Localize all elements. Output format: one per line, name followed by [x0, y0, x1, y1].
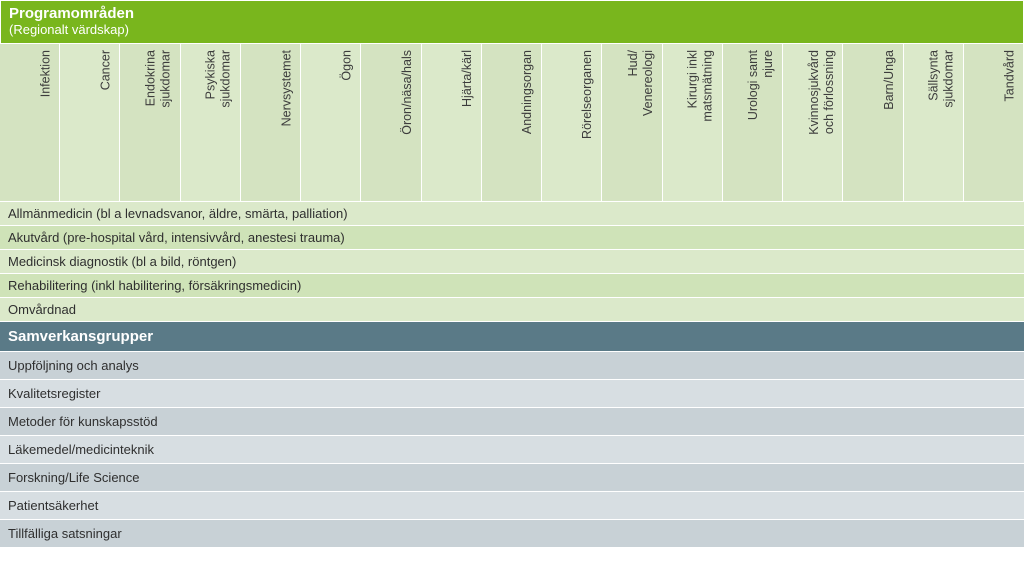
samverk-row: Kvalitetsregister	[0, 380, 1024, 408]
samverk-row: Metoder för kunskapsstöd	[0, 408, 1024, 436]
program-row: Omvårdnad	[0, 298, 1024, 322]
program-column: Nervsystemet	[241, 44, 301, 201]
program-row: Akutvård (pre-hospital vård, intensivvår…	[0, 226, 1024, 250]
samverk-row: Läkemedel/medicinteknik	[0, 436, 1024, 464]
program-subtitle: (Regionalt värdskap)	[9, 22, 1015, 37]
program-column: Sällsyntasjukdomar	[904, 44, 964, 201]
program-column: Andningsorgan	[482, 44, 542, 201]
program-column: Tandvård	[964, 44, 1024, 201]
column-label: Kvinnosjukvård	[806, 50, 820, 135]
column-label: njure	[761, 50, 776, 120]
samverk-rows: Uppföljning och analys Kvalitetsregister…	[0, 352, 1024, 548]
program-row: Medicinsk diagnostik (bl a bild, röntgen…	[0, 250, 1024, 274]
program-row: Rehabilitering (inkl habilitering, försä…	[0, 274, 1024, 298]
column-label: Hud/	[626, 50, 640, 76]
column-label: Urologi samt	[746, 50, 760, 120]
program-column: Urologi samtnjure	[723, 44, 783, 201]
column-label: Endokrina	[144, 50, 158, 106]
program-column: Hud/Venereologi	[602, 44, 662, 201]
diagram-root: Programområden (Regionalt värdskap) Infe…	[0, 0, 1024, 580]
column-label: sjukdomar	[159, 50, 174, 108]
column-label: Infektion	[38, 50, 52, 97]
column-label: Psykiska	[204, 50, 218, 99]
program-column: Psykiskasjukdomar	[181, 44, 241, 201]
column-label: Cancer	[98, 50, 112, 90]
column-label: Rörelseorganen	[580, 50, 594, 139]
column-label: Kirurgi inkl	[686, 50, 700, 108]
column-label: Öron/näsa/hals	[400, 50, 414, 135]
program-column: Kvinnosjukvårdoch förlossning	[783, 44, 843, 201]
column-label: Hjärta/kärl	[460, 50, 474, 107]
program-column: Endokrinasjukdomar	[120, 44, 180, 201]
column-label: Barn/Unga	[882, 50, 896, 110]
program-column: Rörelseorganen	[542, 44, 602, 201]
program-header: Programområden (Regionalt värdskap)	[0, 0, 1024, 44]
program-columns: Infektion Cancer Endokrinasjukdomar Psyk…	[0, 44, 1024, 202]
program-rows: Allmänmedicin (bl a levnadsvanor, äldre,…	[0, 202, 1024, 322]
program-column: Barn/Unga	[843, 44, 903, 201]
column-label: Ögon	[339, 50, 353, 81]
column-label: Sällsynta	[927, 50, 941, 101]
column-label: Andningsorgan	[520, 50, 534, 134]
program-column: Kirurgi inklmatsmätning	[663, 44, 723, 201]
program-column: Hjärta/kärl	[422, 44, 482, 201]
samverk-row: Forskning/Life Science	[0, 464, 1024, 492]
column-label: Nervsystemet	[279, 50, 293, 126]
samverk-row: Patientsäkerhet	[0, 492, 1024, 520]
column-label: matsmätning	[701, 50, 716, 122]
column-label: Venereologi	[641, 50, 656, 116]
program-row: Allmänmedicin (bl a levnadsvanor, äldre,…	[0, 202, 1024, 226]
program-column: Cancer	[60, 44, 120, 201]
samverk-row: Uppföljning och analys	[0, 352, 1024, 380]
program-column: Infektion	[0, 44, 60, 201]
samverk-row: Tillfälliga satsningar	[0, 520, 1024, 548]
column-label: sjukdomar	[942, 50, 957, 108]
column-label: Tandvård	[1002, 50, 1016, 101]
program-column: Ögon	[301, 44, 361, 201]
program-title: Programområden	[9, 5, 1015, 22]
samverk-title: Samverkansgrupper	[0, 322, 1024, 352]
program-column: Öron/näsa/hals	[361, 44, 421, 201]
column-label: sjukdomar	[219, 50, 234, 108]
column-label: och förlossning	[821, 50, 836, 135]
